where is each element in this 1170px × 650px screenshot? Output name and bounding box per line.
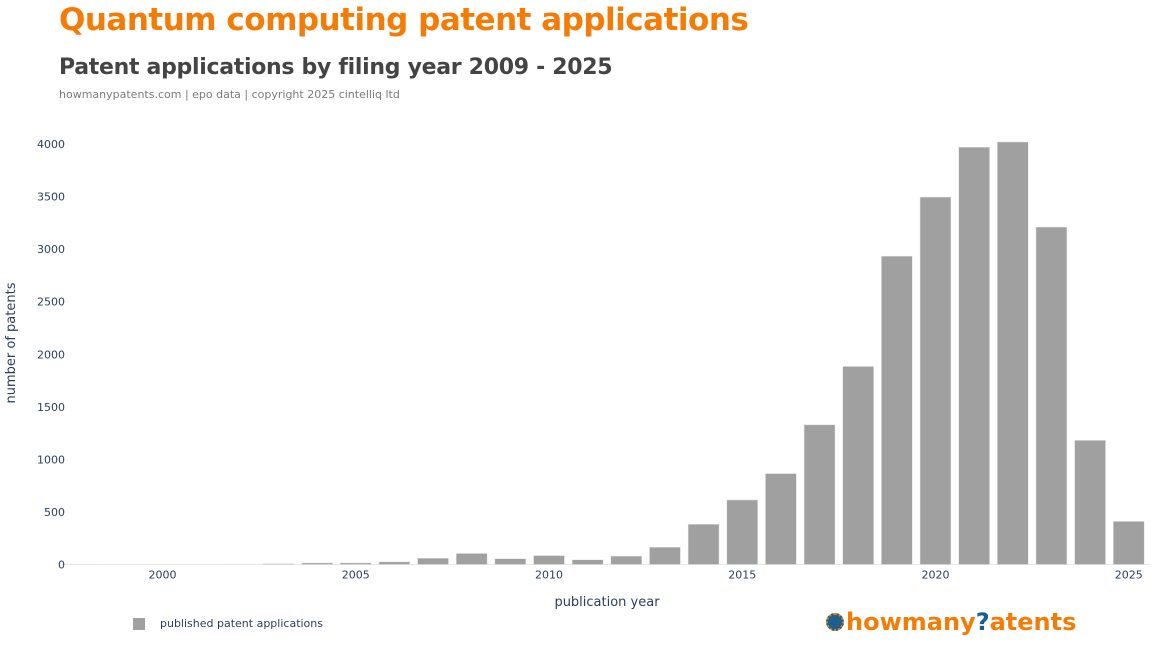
legend-swatch (133, 618, 145, 630)
y-tick-label: 1500 (37, 401, 65, 414)
logo-text-question: ? (976, 608, 990, 636)
bar-2003[interactable] (263, 564, 294, 565)
bar-2025[interactable] (1113, 521, 1144, 564)
bar-2012[interactable] (611, 556, 642, 564)
bar-2011[interactable] (572, 560, 603, 565)
bar-2016[interactable] (765, 474, 796, 565)
x-axis-ticks: 2000 2005 2010 2015 2020 2025 (148, 569, 1142, 582)
bar-2004[interactable] (302, 563, 333, 565)
x-tick-label: 2025 (1115, 569, 1143, 582)
howmanypatents-logo: howmany ? atents (826, 608, 1076, 636)
bar-2021[interactable] (959, 147, 990, 564)
x-tick-label: 2005 (342, 569, 370, 582)
y-tick-label: 2000 (37, 348, 65, 361)
bar-2019[interactable] (881, 256, 912, 564)
bar-2009[interactable] (495, 559, 526, 565)
bar-2010[interactable] (534, 556, 565, 565)
y-tick-label: 3000 (37, 243, 65, 256)
bar-2017[interactable] (804, 425, 835, 565)
bars-group (70, 142, 1144, 565)
x-tick-label: 2015 (728, 569, 756, 582)
bar-2020[interactable] (920, 197, 951, 564)
x-axis-title: publication year (554, 595, 660, 610)
x-tick-label: 2010 (535, 569, 563, 582)
x-tick-label: 2020 (921, 569, 949, 582)
y-tick-label: 3500 (37, 191, 65, 204)
bar-2014[interactable] (688, 524, 719, 564)
y-tick-label: 2500 (37, 296, 65, 309)
bar-2015[interactable] (727, 500, 758, 565)
logo-text-howmany: howmany (846, 608, 976, 636)
bar-2007[interactable] (418, 558, 449, 564)
bar-2023[interactable] (1036, 227, 1067, 564)
y-axis-ticks: 0 500 1000 1500 2000 2500 3000 3500 4000 (37, 138, 65, 572)
y-axis-title: number of patents (4, 282, 19, 403)
bar-2008[interactable] (456, 553, 487, 564)
bar-2013[interactable] (649, 547, 680, 564)
x-tick-label: 2000 (148, 569, 176, 582)
y-tick-label: 500 (44, 506, 65, 519)
y-tick-label: 1000 (37, 453, 65, 466)
y-tick-label: 4000 (37, 138, 65, 151)
bar-2024[interactable] (1075, 440, 1106, 564)
legend-label: published patent applications (160, 617, 323, 630)
bar-2022[interactable] (997, 142, 1028, 565)
bar-2018[interactable] (843, 366, 874, 564)
logo-text-atents: atents (990, 608, 1077, 636)
legend[interactable]: published patent applications (133, 617, 323, 630)
bar-2005[interactable] (340, 563, 371, 565)
bar-2006[interactable] (379, 562, 410, 565)
logo-globe-icon (826, 613, 844, 631)
y-tick-label: 0 (58, 559, 65, 572)
